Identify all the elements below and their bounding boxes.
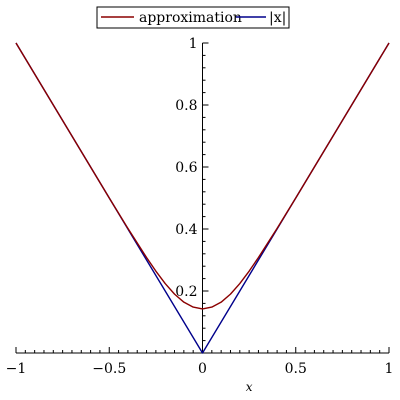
legend-label: |x| <box>269 10 286 26</box>
legend-box <box>96 6 290 29</box>
y-tick-label: 0.2 <box>175 284 197 300</box>
x-tick-label: −1 <box>6 361 27 377</box>
legend: approximation |x| <box>96 6 290 29</box>
x-ticks <box>15 347 390 353</box>
y-tick-label: 0.4 <box>175 222 197 238</box>
axes: −1 −0.5 0 0.5 1 0.2 0.4 0.6 0.8 1 x <box>6 36 394 394</box>
series-group <box>15 42 390 354</box>
legend-items: approximation |x| <box>101 10 286 26</box>
series-line-approximation <box>15 42 390 310</box>
x-axis-title: x <box>246 380 253 394</box>
y-tick-label: 1 <box>189 36 198 52</box>
y-tick-labels: 0.2 0.4 0.6 0.8 1 <box>175 36 197 300</box>
legend-label: approximation <box>139 10 242 26</box>
x-tick-labels: −1 −0.5 0 0.5 1 <box>6 361 394 377</box>
y-tick-label: 0.8 <box>175 98 197 114</box>
x-tick-label: 0 <box>198 361 207 377</box>
x-tick-label: 0.5 <box>285 361 307 377</box>
x-tick-label: −0.5 <box>92 361 126 377</box>
x-tick-label: 1 <box>385 361 394 377</box>
y-ticks <box>202 42 209 342</box>
y-tick-label: 0.6 <box>175 160 197 176</box>
